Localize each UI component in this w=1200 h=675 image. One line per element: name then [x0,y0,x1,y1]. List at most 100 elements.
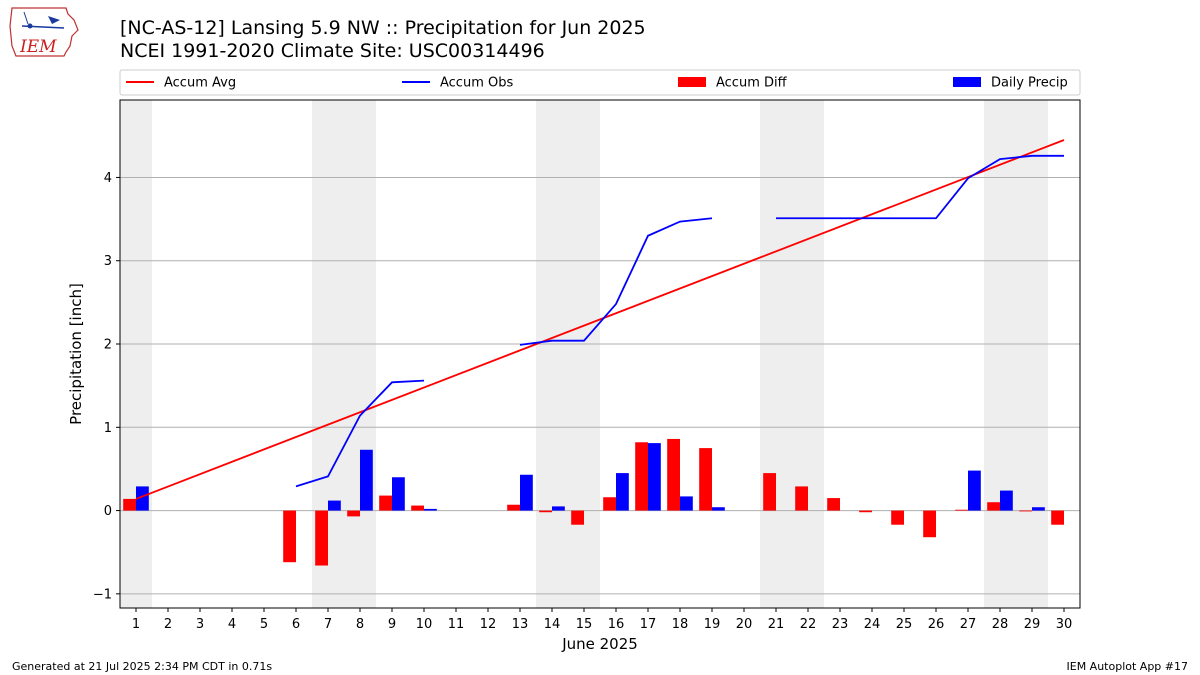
accum-diff-bar [315,510,328,566]
x-tick-label: 2 [164,617,172,632]
accum-diff-bar [539,510,552,513]
accum-diff-bar [347,510,360,517]
legend: Accum Avg Accum Obs Accum Diff Daily Precip [119,69,1081,96]
accum-diff-bar [411,505,424,511]
accum-obs-line [295,379,425,488]
x-tick-label: 23 [832,617,849,632]
weekend-band [984,100,1048,608]
x-tick-label: 8 [356,617,364,632]
daily-precip-bar [360,449,373,511]
footer-app: IEM Autoplot App #17 [1066,660,1189,673]
x-tick-label: 24 [864,617,881,632]
x-tick-label: 6 [292,617,300,632]
daily-precip-bar [520,474,533,511]
accum-diff-bar [1051,510,1064,525]
gridlines [120,176,1080,595]
accum-diff-bar [987,502,1000,511]
daily-precip-bar [648,443,661,511]
daily-precip-bar [552,506,565,511]
x-tick-label: 30 [1056,617,1073,632]
x-tick-label: 11 [448,617,465,632]
x-tick-label: 12 [480,617,497,632]
weekend-band [120,100,152,608]
weekend-band [760,100,824,608]
daily-precip-bar [680,496,693,511]
x-tick-label: 10 [416,617,433,632]
x-tick-label: 29 [1024,617,1041,632]
y-tick-label: 2 [104,338,112,353]
legend-label: Accum Diff [716,76,788,91]
y-tick-label: 4 [104,171,112,186]
lines [135,139,1065,500]
x-tick-label: 9 [388,617,396,632]
daily-precip-bar [136,486,149,511]
x-tick-label: 14 [544,617,561,632]
x-tick-label: 28 [992,617,1009,632]
x-axis-label: June 2025 [561,635,638,653]
bars [123,438,1064,566]
y-axis-ticks: −1 0 1 2 3 4 [93,171,120,602]
x-tick-label: 21 [768,617,785,632]
x-tick-label: 3 [196,617,204,632]
daily-precip-bar [1032,507,1045,511]
logo-text: IEM [19,37,57,57]
accum-diff-bar [283,510,296,563]
x-tick-label: 13 [512,617,529,632]
weekend-shading [120,100,1048,608]
x-axis-ticks: 1 2 3 4 5 6 7 8 9 10 11 12 13 14 15 16 17 18 19 20 21 22 23 24 2… [132,608,1072,632]
x-tick-label: 20 [736,617,753,632]
legend-label: Accum Obs [440,76,513,91]
accum-diff-bar [603,497,616,511]
chart-subtitle: NCEI 1991-2020 Climate Site: USC00314496 [120,40,545,62]
y-tick-label: 3 [104,254,112,269]
x-tick-label: 18 [672,617,689,632]
daily-precip-bar [616,473,629,511]
y-tick-label: 1 [104,421,112,436]
x-tick-label: 16 [608,617,625,632]
accum-diff-bar [699,448,712,511]
daily-precip-bar [424,508,437,511]
daily-precip-bar [392,477,405,511]
accum-obs-line [776,154,1064,220]
x-tick-label: 5 [260,617,268,632]
chart-title: [NC-AS-12] Lansing 5.9 NW :: Precipitati… [120,17,646,39]
accum-diff-bar [923,510,936,538]
accum-diff-bar [379,495,392,511]
x-tick-label: 26 [928,617,945,632]
accum-diff-bar [507,504,520,511]
accum-obs-line [519,217,713,346]
daily-precip-bar [328,500,341,511]
daily-precip-bar [968,470,981,511]
accum-diff-bar [827,498,840,511]
y-axis-label: Precipitation [inch] [67,283,85,425]
x-tick-label: 22 [800,617,817,632]
x-tick-label: 1 [132,617,140,632]
x-tick-label: 15 [576,617,593,632]
x-tick-label: 4 [228,617,236,632]
accum-diff-bar [795,486,808,511]
y-tick-label: −1 [93,587,112,602]
accum-diff-bar [571,510,584,525]
accum-diff-bar [955,509,968,511]
legend-box [119,69,1081,96]
y-tick-label: 0 [104,504,112,519]
accum-diff-bar [635,442,648,511]
accum-diff-bar [891,510,904,525]
footer-generated: Generated at 21 Jul 2025 2:34 PM CDT in … [12,660,273,673]
accum-avg-line [135,139,1065,500]
legend-patch-swatch [678,77,706,87]
legend-label: Accum Avg [164,76,236,91]
accum-diff-bar [123,498,136,511]
x-tick-label: 17 [640,617,657,632]
plot-frame [119,99,1081,609]
iem-logo: IEM [8,6,80,62]
weekend-band [536,100,600,608]
x-tick-label: 25 [896,617,913,632]
accum-diff-bar [859,510,872,513]
x-tick-label: 7 [324,617,332,632]
daily-precip-bar [1000,490,1013,511]
legend-label: Daily Precip [991,76,1068,91]
accum-diff-bar [667,438,680,511]
accum-diff-bar [1019,510,1032,512]
